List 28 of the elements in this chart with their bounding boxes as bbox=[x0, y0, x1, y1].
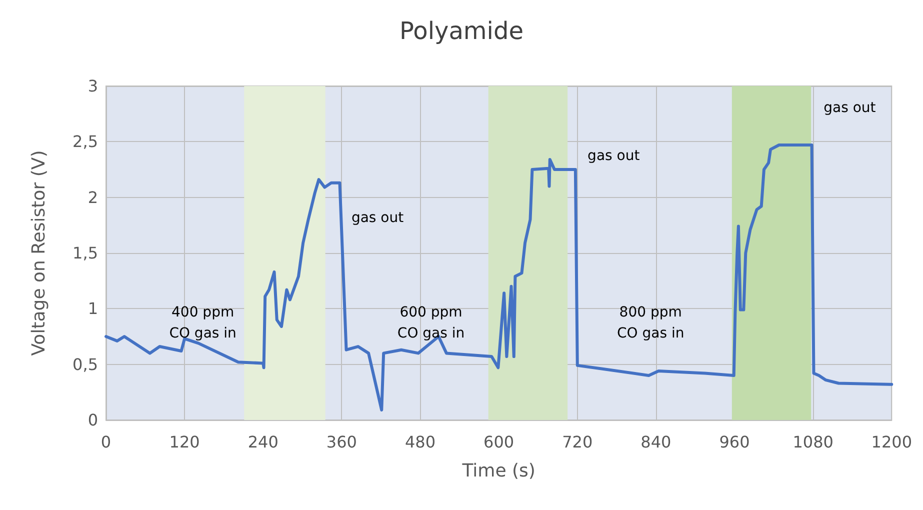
x-tick-label: 840 bbox=[640, 432, 672, 452]
annotation: 800 ppm CO gas in bbox=[616, 304, 684, 342]
y-tick-label: 3 bbox=[88, 76, 98, 96]
annotation: gas out bbox=[351, 210, 404, 226]
x-tick-label: 960 bbox=[719, 432, 750, 452]
annotation: gas out bbox=[588, 148, 640, 164]
chart-title: Polyamide bbox=[400, 17, 524, 45]
annotation: 400 ppm CO gas in bbox=[169, 304, 236, 342]
y-tick-label: 1 bbox=[88, 299, 98, 318]
y-axis-title: Voltage on Resistor (V) bbox=[28, 150, 50, 356]
x-tick-label: 120 bbox=[169, 432, 200, 452]
x-axis-title: Time (s) bbox=[461, 460, 536, 482]
y-tick-label: 1,5 bbox=[72, 244, 98, 262]
x-tick-label: 600 bbox=[484, 432, 514, 452]
x-tick-label: 240 bbox=[248, 432, 278, 452]
x-tick-label: 480 bbox=[404, 432, 436, 452]
y-tick-label: 0 bbox=[88, 410, 98, 430]
x-tick-label: 0 bbox=[100, 432, 112, 452]
annotation: 600 ppm CO gas in bbox=[397, 304, 465, 342]
x-tick-label: 360 bbox=[326, 432, 357, 452]
y-tick-label: 2,5 bbox=[72, 132, 98, 152]
x-tick-label: 1080 bbox=[792, 432, 834, 452]
x-tick-label: 1200 bbox=[871, 432, 912, 452]
y-tick-label: 0,5 bbox=[72, 354, 98, 374]
x-tick-label: 720 bbox=[562, 432, 593, 452]
y-tick-label: 2 bbox=[88, 188, 98, 207]
line-series bbox=[104, 144, 894, 412]
annotation: gas out bbox=[824, 100, 876, 116]
